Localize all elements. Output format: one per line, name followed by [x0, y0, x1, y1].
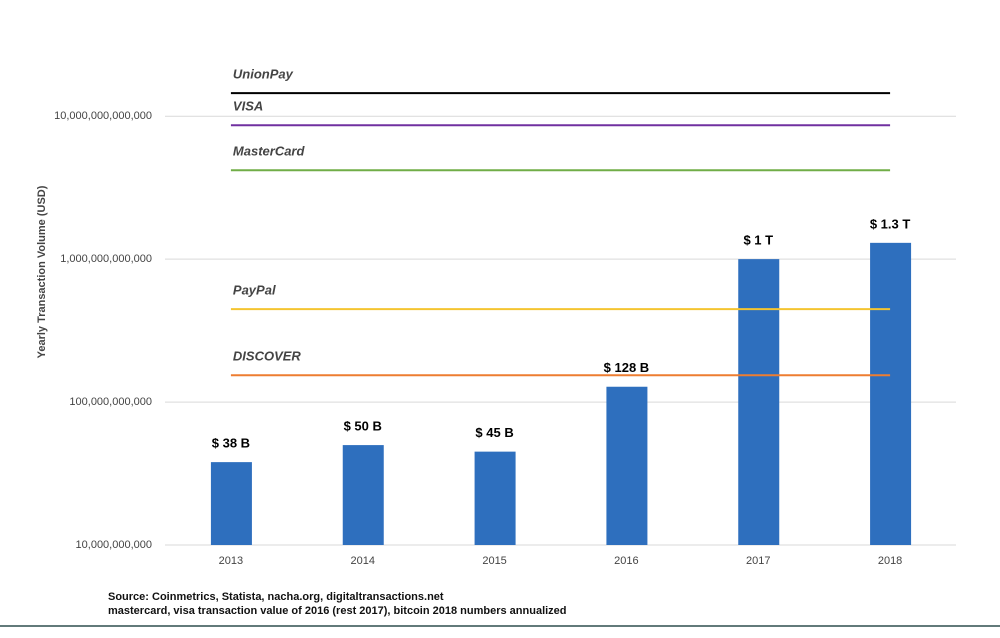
y-axis-label: Yearly Transaction Volume (USD): [36, 185, 48, 358]
source-note: Source: Coinmetrics, Statista, nacha.org…: [108, 591, 444, 603]
data-label: $ 1 T: [743, 233, 773, 248]
y-tick-label: 100,000,000,000: [69, 396, 152, 408]
bar: [606, 386, 648, 545]
data-label: $ 38 B: [212, 436, 250, 451]
reference-label: UnionPay: [233, 67, 294, 82]
data-label: $ 45 B: [475, 425, 513, 440]
x-tick-label: 2015: [482, 555, 506, 567]
bar: [474, 451, 516, 545]
bar: [342, 445, 384, 545]
x-tick-label: 2016: [614, 555, 638, 567]
bar: [210, 462, 252, 545]
y-tick-label: 10,000,000,000,000: [54, 110, 152, 122]
source-note: mastercard, visa transaction value of 20…: [108, 605, 567, 617]
reference-label: MasterCard: [233, 144, 306, 159]
reference-label: DISCOVER: [233, 349, 302, 364]
bar: [870, 242, 912, 546]
reference-label: PayPal: [233, 283, 276, 298]
data-label: $ 50 B: [344, 419, 382, 434]
x-tick-label: 2014: [351, 555, 375, 567]
bar: [738, 259, 780, 545]
data-label: $ 1.3 T: [870, 216, 911, 231]
y-tick-label: 10,000,000,000: [76, 539, 152, 551]
y-tick-label: 1,000,000,000,000: [60, 253, 152, 265]
x-tick-label: 2018: [878, 555, 902, 567]
x-tick-label: 2017: [746, 555, 770, 567]
reference-label: VISA: [233, 99, 263, 114]
x-tick-label: 2013: [219, 555, 243, 567]
data-label: $ 128 B: [604, 360, 650, 375]
